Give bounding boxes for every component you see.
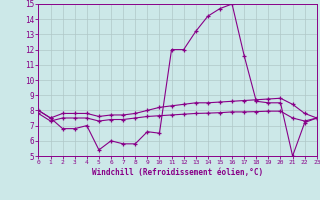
X-axis label: Windchill (Refroidissement éolien,°C): Windchill (Refroidissement éolien,°C) (92, 168, 263, 177)
